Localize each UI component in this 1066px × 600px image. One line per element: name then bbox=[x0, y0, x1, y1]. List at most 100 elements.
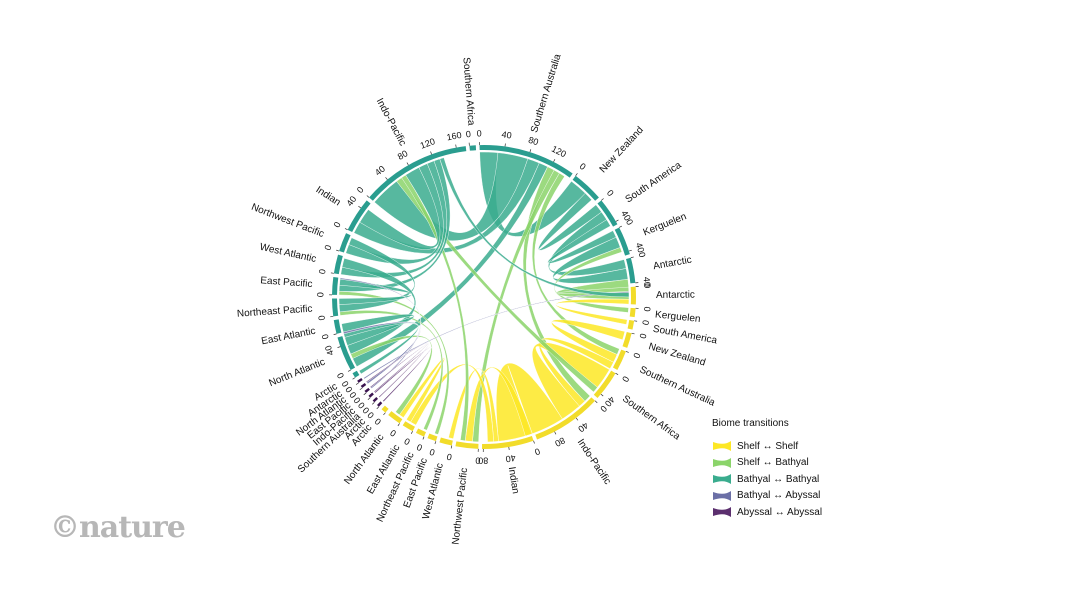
ribbon-s-nep-b-nep bbox=[339, 310, 444, 431]
legend-swatch-icon bbox=[713, 457, 731, 468]
tick-mark bbox=[371, 402, 375, 405]
segment-label-b-eat: East Atlantic bbox=[260, 326, 316, 348]
tick-mark bbox=[450, 445, 453, 449]
legend-title: Biome transitions bbox=[712, 418, 789, 429]
segment-arc-b-nat bbox=[337, 336, 356, 371]
legend-item-label: Bathyal ↔ Bathyal bbox=[737, 473, 820, 485]
tick-label: 80 bbox=[553, 435, 567, 449]
segment-arc-b-epac bbox=[332, 276, 339, 295]
tick-label: 0 bbox=[475, 455, 480, 465]
ribbon-b-sam-b-ker bbox=[547, 219, 617, 264]
segment-label-s-ant: Antarctic bbox=[656, 290, 695, 301]
tick-label: 40 bbox=[501, 129, 512, 140]
legend-item: Shelf ↔ Shelf bbox=[712, 438, 822, 454]
legend-item-label: Abyssal ↔ Abyssal bbox=[737, 506, 823, 518]
segment-label-b-epac: East Pacific bbox=[260, 275, 313, 290]
segment-label-s-saus: Southern Australia bbox=[638, 364, 717, 408]
tick-label: 40 bbox=[505, 453, 517, 464]
segment-arcs bbox=[332, 145, 637, 450]
tick-mark bbox=[352, 377, 356, 380]
tick-mark bbox=[430, 151, 432, 155]
tick-label: 0 bbox=[631, 351, 642, 359]
tick-mark bbox=[410, 431, 413, 435]
tick-mark bbox=[554, 431, 557, 435]
legend-item: Shelf ↔ Bathyal bbox=[712, 455, 822, 471]
tick-mark bbox=[406, 162, 409, 166]
tick-mark bbox=[344, 228, 348, 231]
tick-label: 0 bbox=[320, 333, 331, 340]
segment-arc-s-nat bbox=[388, 411, 403, 424]
tick-mark bbox=[376, 406, 380, 410]
tick-label: 40 bbox=[641, 276, 652, 287]
ribbon-b-nz-b-sam bbox=[538, 192, 602, 251]
segment-label-b-nep: Northeast Pacific bbox=[237, 304, 313, 320]
segment-arc-s-ipac bbox=[535, 397, 596, 440]
legend-swatch-icon bbox=[713, 441, 731, 451]
axis-ticks: 0 40 8012000400400400000004004080040800000… bbox=[315, 128, 652, 465]
tick-mark bbox=[385, 177, 388, 180]
legend-item-label: Shelf ↔ Shelf bbox=[737, 440, 799, 452]
segment-arc-s-nz bbox=[622, 332, 632, 348]
segment-label-b-sam: South America bbox=[624, 160, 684, 206]
segment-arc-a-ant bbox=[357, 377, 363, 383]
tick-label: 0 bbox=[428, 447, 436, 458]
ribbon-a-saus-a-nat bbox=[365, 342, 429, 398]
segment-arc-s-saus bbox=[612, 349, 626, 370]
tick-label: 0 bbox=[335, 371, 346, 380]
tick-mark bbox=[366, 195, 370, 198]
ribbon-a-arc-a-ipac bbox=[374, 346, 432, 402]
tick-label: 0 bbox=[355, 185, 366, 195]
chord-ribbons bbox=[338, 151, 630, 443]
segment-arc-a-arc bbox=[377, 401, 383, 407]
tick-label: 40 bbox=[634, 241, 647, 254]
tick-mark bbox=[628, 249, 632, 252]
tick-label: 40 bbox=[323, 344, 336, 357]
tick-mark bbox=[359, 387, 363, 391]
tick-label: 0 bbox=[637, 332, 648, 339]
segment-arc-b-ant bbox=[626, 257, 636, 284]
tick-mark bbox=[337, 346, 341, 348]
segment-arc-b-ind bbox=[347, 200, 371, 233]
segment-arc-s-arc bbox=[381, 405, 389, 413]
tick-label: 0 bbox=[332, 220, 343, 229]
segment-arc-a-saus bbox=[372, 397, 378, 403]
ribbon-s-nat-b-nat bbox=[350, 335, 433, 416]
ribbon-b-saus-b-ipac bbox=[374, 152, 529, 241]
tick-label: 0 bbox=[637, 251, 648, 258]
tick-label: 0 bbox=[373, 416, 383, 427]
tick-mark bbox=[601, 198, 604, 201]
tick-label: 0 bbox=[388, 428, 398, 439]
segment-arc-a-epac bbox=[364, 387, 370, 393]
tick-label: 0 bbox=[605, 188, 616, 198]
segment-label-s-nwp: Northwest Pacific bbox=[451, 467, 471, 545]
tick-mark bbox=[367, 397, 371, 400]
segment-arc-s-sam bbox=[627, 320, 635, 330]
ribbon-b-saus-b-nat bbox=[352, 162, 548, 367]
tick-label: 120 bbox=[550, 144, 568, 160]
segment-arc-b-saus bbox=[479, 145, 573, 178]
ribbon-b-wat-b-nat bbox=[341, 258, 416, 355]
tick-label: 0 bbox=[446, 451, 453, 462]
segment-arc-s-ker bbox=[629, 307, 636, 318]
ribbon-b-epac-a-epac bbox=[339, 277, 422, 389]
tick-mark bbox=[615, 219, 619, 222]
tick-mark bbox=[631, 332, 635, 335]
legend-swatch-icon bbox=[713, 490, 731, 501]
ribbon-s-epac-b-epac bbox=[338, 291, 450, 435]
segment-arc-s-nwp bbox=[455, 441, 479, 449]
tick-label: 0 bbox=[415, 442, 424, 453]
legend: Biome transitions Shelf ↔ Shelf Shelf ↔ B… bbox=[712, 418, 822, 521]
segment-label-b-ind: Indian bbox=[314, 184, 343, 208]
segment-label-b-nat: North Atlantic bbox=[267, 357, 326, 390]
tick-label: 0 bbox=[352, 395, 363, 405]
tick-label: 0 bbox=[476, 128, 481, 138]
ribbon-s-saus-s-ipac bbox=[538, 337, 614, 407]
tick-mark bbox=[594, 400, 598, 404]
tick-label: 0 bbox=[578, 161, 588, 172]
tick-label: 0 bbox=[315, 292, 325, 297]
segment-label-b-saf: Southern Africa bbox=[460, 57, 476, 126]
tick-mark bbox=[630, 256, 634, 259]
ribbon-b-saus-s-saus bbox=[531, 172, 620, 355]
segment-arc-a-nat bbox=[360, 382, 367, 388]
ribbon-s-ant-s-sam bbox=[555, 298, 630, 325]
